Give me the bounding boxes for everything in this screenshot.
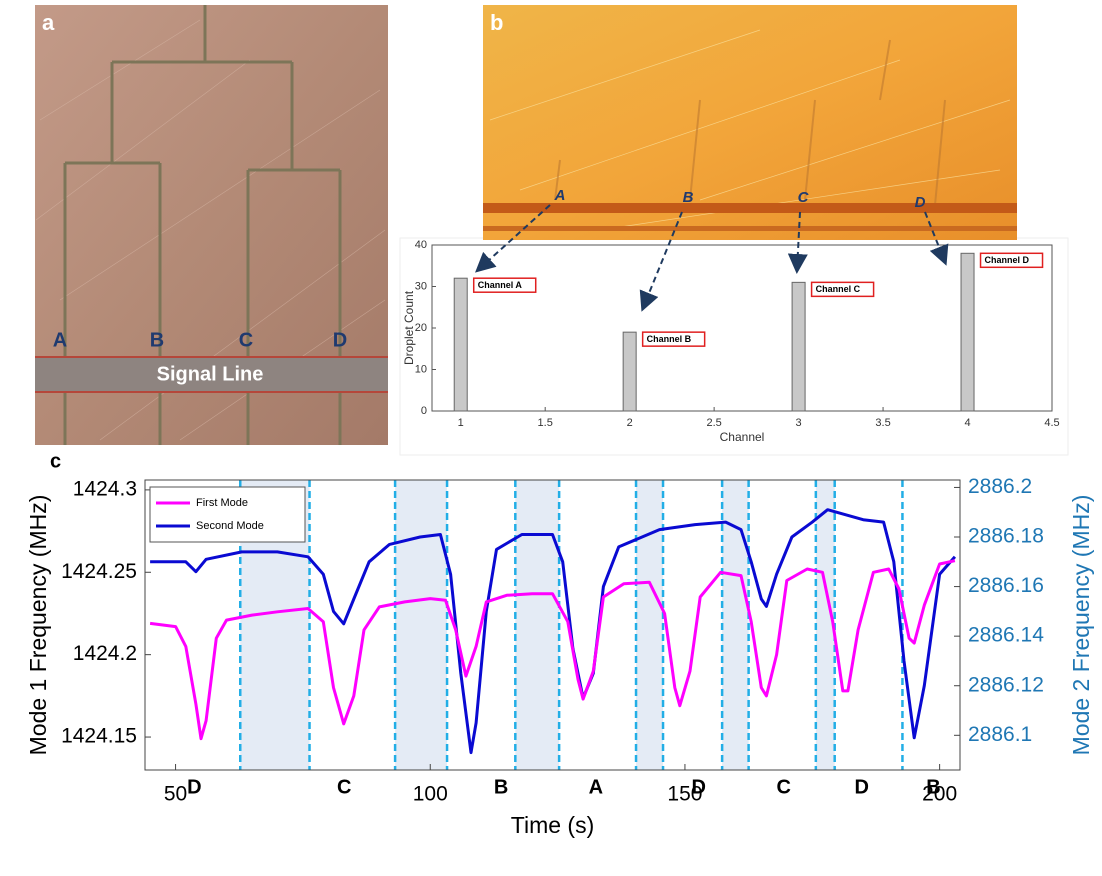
bar-chart-frame <box>399 237 1069 456</box>
annotation: Channel D <box>985 255 1030 265</box>
y-tick-label: 10 <box>415 363 427 375</box>
y-tick-label: 20 <box>415 322 427 334</box>
region-label: A <box>589 776 603 798</box>
shaded-interval <box>815 480 835 770</box>
bar <box>622 331 637 412</box>
y-tick-label: 0 <box>421 405 427 417</box>
legend-label: Second Mode <box>196 520 264 532</box>
x-tick-label: 4.5 <box>1044 417 1059 429</box>
shaded-interval <box>515 480 560 770</box>
bar <box>960 252 975 412</box>
annotation-box <box>810 281 875 298</box>
annotation-box <box>979 252 1044 269</box>
channel-label: A <box>554 187 566 204</box>
shaded-interval <box>395 480 448 770</box>
x-tick-label: 100 <box>413 783 448 806</box>
annotation: Channel C <box>816 284 861 294</box>
region-label: D <box>854 776 868 798</box>
arrows <box>475 204 949 312</box>
region-label: D <box>691 776 705 798</box>
annotation: Channel A <box>478 280 523 290</box>
y2-tick-label: 2886.1 <box>968 723 1032 746</box>
y-tick-label: 1424.3 <box>73 477 137 500</box>
y-axis-label: Mode 1 Frequency (MHz) <box>25 495 51 756</box>
y-tick-label: 30 <box>415 280 427 292</box>
panel-label: c <box>50 450 61 472</box>
channel-label: C <box>239 329 253 351</box>
channel-label: C <box>798 189 810 206</box>
region-label: B <box>494 776 508 798</box>
region-label: B <box>926 776 940 798</box>
y-tick-label: 1424.25 <box>61 560 137 583</box>
x-tick-label: 2.5 <box>706 417 721 429</box>
legend-box <box>149 486 306 543</box>
series-line <box>150 508 957 755</box>
y-tick-label: 40 <box>415 239 427 251</box>
region-label: C <box>337 776 351 798</box>
region-label: C <box>777 776 791 798</box>
signal-line-label: Signal Line <box>157 363 264 385</box>
channel-label: D <box>333 329 347 351</box>
y-tick-label: 1424.2 <box>73 642 137 665</box>
bar <box>791 281 806 412</box>
annotation-box <box>472 277 537 293</box>
y-axis-label: Droplet Count <box>402 290 416 365</box>
x-tick-label: 1 <box>458 417 464 429</box>
y2-tick-label: 2886.2 <box>968 475 1032 498</box>
annotation: Channel B <box>647 334 692 344</box>
x-tick-label: 3 <box>796 417 802 429</box>
channel-label: B <box>150 329 164 351</box>
y-tick-label: 1424.15 <box>61 725 137 748</box>
photo-a: a A B C D Signal Line <box>35 5 388 445</box>
x-tick-label: 1.5 <box>538 417 553 429</box>
plot-frame <box>144 479 961 771</box>
panel-label: b <box>490 10 503 35</box>
y2-axis-label: Mode 2 Frequency (MHz) <box>1068 495 1094 756</box>
annotation-box <box>641 331 706 347</box>
y2-tick-label: 2886.14 <box>968 624 1044 647</box>
y2-tick-label: 2886.12 <box>968 673 1044 696</box>
x-tick-label: 4 <box>964 417 970 429</box>
legend-label: First Mode <box>196 497 248 509</box>
region-label: D <box>187 776 201 798</box>
bar <box>453 277 468 412</box>
shaded-interval <box>636 480 664 770</box>
panel-label: a <box>42 10 55 35</box>
y2-tick-label: 2886.16 <box>968 574 1044 597</box>
bar-chart: 0 10 20 30 40 1 1.5 2 2.5 3 3.5 4 4.5 Channel A Channe… <box>402 239 1059 444</box>
y2-tick-label: 2886.18 <box>968 525 1044 548</box>
x-tick-label: 2 <box>627 417 633 429</box>
x-tick-label: 150 <box>667 783 702 806</box>
line-chart: D C B A D C D B 1424.15 1424.2 1424.25 1424.3 2886.1… <box>25 475 1094 838</box>
x-tick-label: 200 <box>922 783 957 806</box>
x-tick-label: 3.5 <box>875 417 890 429</box>
series-line <box>149 559 956 741</box>
channel-label: D <box>915 194 926 211</box>
x-axis-label: Channel <box>720 430 765 444</box>
channel-label: A <box>53 329 67 351</box>
x-tick-label: 50 <box>164 783 187 806</box>
channel-label: B <box>683 189 694 206</box>
photo-b: b A B C D <box>483 5 1017 240</box>
x-axis-label: Time (s) <box>511 812 594 838</box>
